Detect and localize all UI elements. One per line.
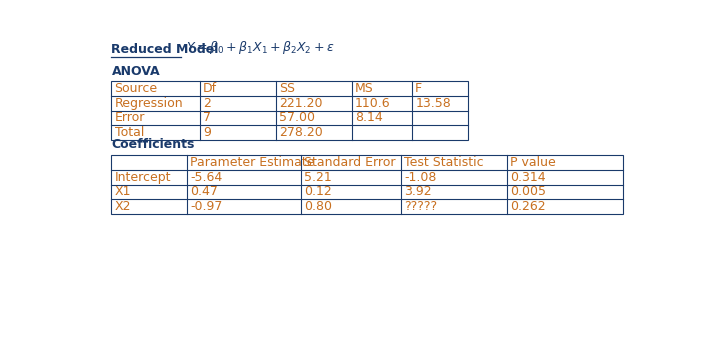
Text: 3.92: 3.92 <box>404 185 432 198</box>
Text: ?????: ????? <box>404 200 437 213</box>
Text: Intercept: Intercept <box>115 171 171 184</box>
Text: 2: 2 <box>203 97 211 110</box>
Text: 7: 7 <box>203 112 211 125</box>
Text: F: F <box>415 82 422 95</box>
Text: -1.08: -1.08 <box>404 171 437 184</box>
Text: 5.21: 5.21 <box>304 171 332 184</box>
Text: 278.20: 278.20 <box>279 126 322 139</box>
Text: SS: SS <box>279 82 295 95</box>
Text: 0.314: 0.314 <box>510 171 546 184</box>
Text: -0.97: -0.97 <box>190 200 223 213</box>
Text: 13.58: 13.58 <box>415 97 451 110</box>
Text: 8.14: 8.14 <box>355 112 383 125</box>
Text: Df: Df <box>203 82 217 95</box>
Text: Parameter Estimate: Parameter Estimate <box>190 156 315 169</box>
Text: Error: Error <box>115 112 145 125</box>
Text: 0.47: 0.47 <box>190 185 218 198</box>
Text: 110.6: 110.6 <box>355 97 391 110</box>
Text: 0.12: 0.12 <box>304 185 332 198</box>
Text: Test Statistic: Test Statistic <box>404 156 484 169</box>
Text: Regression: Regression <box>115 97 183 110</box>
Text: X1: X1 <box>115 185 131 198</box>
Text: Reduced Model: Reduced Model <box>111 43 219 56</box>
Text: 0.80: 0.80 <box>304 200 332 213</box>
Text: 57.00: 57.00 <box>279 112 315 125</box>
Text: 221.20: 221.20 <box>279 97 322 110</box>
Text: 0.005: 0.005 <box>510 185 546 198</box>
Bar <box>111 155 623 214</box>
Text: -5.64: -5.64 <box>190 171 223 184</box>
Text: P value: P value <box>510 156 556 169</box>
Text: ANOVA: ANOVA <box>111 65 160 78</box>
Text: X2: X2 <box>115 200 131 213</box>
Bar <box>111 81 468 140</box>
Text: Total: Total <box>115 126 144 139</box>
Text: 0.262: 0.262 <box>510 200 546 213</box>
Text: 9: 9 <box>203 126 211 139</box>
Text: Standard Error: Standard Error <box>304 156 395 169</box>
Text: Source: Source <box>115 82 158 95</box>
Text: Coefficients: Coefficients <box>111 138 195 152</box>
Text: MS: MS <box>355 82 373 95</box>
Text: $Y = \beta_0 + \beta_1X_1 + \beta_2X_2 + \varepsilon$: $Y = \beta_0 + \beta_1X_1 + \beta_2X_2 +… <box>182 39 335 56</box>
